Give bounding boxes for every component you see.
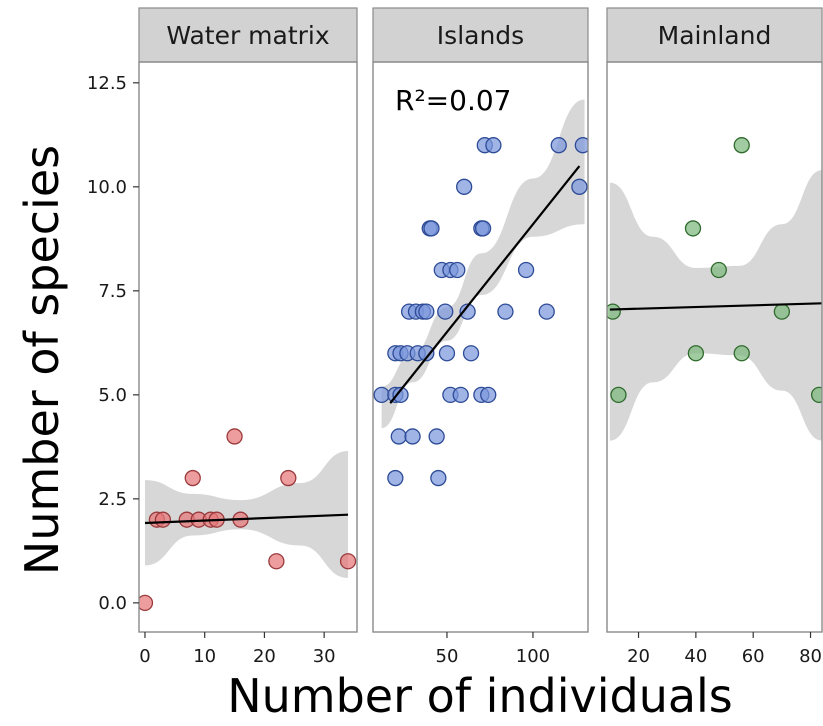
panel-plot-area — [373, 99, 588, 487]
y-tick-label: 2.5 — [98, 489, 127, 510]
data-point — [687, 345, 705, 362]
data-point — [268, 553, 285, 570]
facet-strip — [372, 7, 589, 63]
data-point — [459, 303, 476, 320]
x-tick-label: 30 — [313, 646, 336, 667]
data-point — [517, 261, 535, 279]
data-point — [438, 345, 456, 362]
facet-strip — [138, 7, 358, 63]
data-point — [550, 137, 567, 154]
x-tick-label: 100 — [516, 646, 550, 667]
data-point — [418, 345, 435, 362]
x-tick-label: 60 — [742, 646, 765, 667]
data-point — [404, 428, 421, 445]
x-tick-label: 0 — [139, 646, 150, 667]
x-axis-title: Number of individuals — [227, 669, 733, 723]
data-point — [430, 469, 447, 487]
x-tick-label: 80 — [799, 646, 822, 667]
x-tick-label: 20 — [253, 646, 276, 667]
data-point — [480, 386, 497, 403]
data-point — [497, 303, 514, 320]
y-tick-label: 12.5 — [87, 73, 127, 94]
x-tick-label: 20 — [627, 646, 650, 667]
data-point — [607, 303, 621, 320]
data-point — [485, 137, 502, 154]
panel-plot-area — [139, 428, 357, 612]
y-axis: 0.0 2.5 5.0 7.5 10.0 12.5 — [87, 73, 139, 614]
panel-border — [372, 61, 589, 633]
y-tick-label: 7.5 — [98, 281, 127, 302]
data-point — [610, 386, 627, 403]
data-point — [390, 428, 407, 445]
data-point — [449, 261, 466, 279]
panel-mainland: Mainland 20 40 60 80 — [606, 7, 823, 667]
x-tick-label: 10 — [193, 646, 216, 667]
data-point — [462, 345, 480, 362]
data-point — [280, 469, 297, 487]
panel-islands: Islands 50 100 R²=0.07 — [372, 7, 589, 667]
data-point — [423, 220, 440, 237]
data-point — [452, 386, 469, 403]
panel-border — [138, 61, 358, 633]
regression-line — [609, 302, 822, 311]
data-point — [710, 261, 727, 279]
data-point — [373, 386, 390, 403]
r-squared-annotation: R²=0.07 — [395, 84, 511, 117]
panel-water-matrix: Water matrix 0 10 20 30 — [138, 7, 358, 667]
regression-line — [144, 513, 349, 525]
data-point — [139, 594, 154, 612]
data-point — [571, 178, 588, 195]
data-point — [226, 428, 243, 445]
data-point — [456, 178, 473, 195]
facet-strip-label: Water matrix — [166, 21, 329, 50]
facet-strip-label: Mainland — [658, 21, 772, 50]
data-point — [437, 303, 454, 320]
data-point — [773, 303, 791, 320]
x-tick-label: 50 — [436, 646, 459, 667]
panels-layer: Water matrix 0 10 20 30 Islands 50 100 R²=0.07 Ma… — [138, 7, 823, 667]
y-axis-title: Number of species — [15, 145, 69, 575]
panel-border — [606, 61, 823, 633]
data-point — [733, 345, 750, 362]
data-point — [810, 386, 822, 403]
data-point — [392, 386, 409, 403]
data-point — [474, 220, 492, 237]
panel-plot-area — [607, 137, 822, 441]
data-point — [733, 137, 750, 154]
facet-strip-label: Islands — [437, 21, 524, 50]
data-point — [684, 220, 702, 237]
data-point — [339, 553, 357, 570]
data-point — [418, 303, 435, 320]
data-point — [574, 137, 588, 154]
facet-strip — [606, 7, 823, 63]
y-tick-label: 0.0 — [98, 593, 127, 614]
confidence-band — [381, 99, 585, 429]
y-tick-label: 5.0 — [98, 385, 127, 406]
data-point — [154, 511, 172, 528]
regression-line — [389, 165, 581, 404]
x-tick-label: 40 — [684, 646, 707, 667]
data-point — [428, 428, 445, 445]
data-point — [538, 303, 555, 320]
data-point — [387, 469, 404, 487]
y-tick-label: 10.0 — [87, 177, 127, 198]
data-point — [184, 469, 201, 487]
